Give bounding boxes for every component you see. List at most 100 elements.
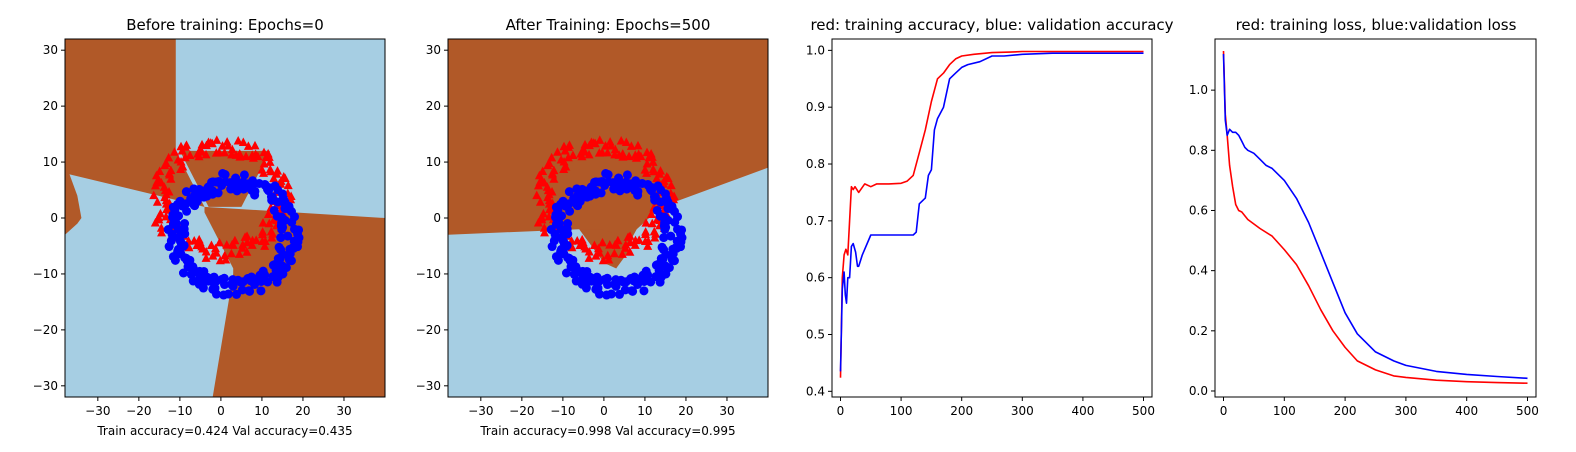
data-point-triangle <box>150 180 160 190</box>
y-tick-label: 0.6 <box>1189 203 1208 217</box>
data-point-circle <box>181 187 191 197</box>
x-tick-3: 500 <box>1132 397 1155 418</box>
y-tick-4: 1.0 <box>1189 83 1215 97</box>
series-line-training-loss <box>1222 50 1528 384</box>
y-tick-label: 0 <box>50 211 58 225</box>
data-point-circle <box>256 286 266 296</box>
x-tick-label: 10 <box>637 404 652 418</box>
data-point-triangle <box>157 227 167 237</box>
data-point-triangle <box>180 152 190 162</box>
data-point-circle <box>218 169 228 179</box>
data-point-triangle <box>238 240 248 249</box>
y-tick-label: −30 <box>33 379 58 393</box>
x-tick-2: −30 <box>468 397 493 418</box>
data-point-circle <box>199 192 209 202</box>
data-point-triangle <box>259 147 269 157</box>
data-point-triangle <box>532 190 542 200</box>
data-point-triangle <box>279 172 289 181</box>
axes-frame <box>1214 38 1537 398</box>
data-point-triangle <box>211 148 221 157</box>
x-tick-label: −10 <box>167 404 192 418</box>
y-tick-2: 20 <box>426 99 448 113</box>
y-tick-label: 0.7 <box>806 214 825 228</box>
data-point-triangle <box>176 164 186 174</box>
data-point-triangle <box>263 209 273 218</box>
data-point-circle <box>553 255 563 265</box>
data-point-triangle <box>584 253 594 262</box>
data-point-triangle <box>233 135 243 145</box>
data-point-triangle <box>589 240 599 249</box>
data-point-triangle <box>258 227 268 236</box>
data-point-circle <box>594 289 604 299</box>
data-point-circle <box>281 263 291 273</box>
data-point-triangle <box>646 209 656 218</box>
series-line-training-accuracy <box>839 50 1144 378</box>
data-point-triangle <box>616 135 626 145</box>
y-tick-label: 10 <box>43 155 58 169</box>
x-tick-label: 500 <box>1516 404 1539 418</box>
data-point-circle <box>283 231 293 241</box>
y-tick-3: 0.8 <box>806 157 832 171</box>
data-point-circle <box>178 268 188 278</box>
y-tick-2: 30 <box>426 43 448 57</box>
data-point-circle <box>565 206 575 216</box>
data-point-triangle <box>568 150 578 160</box>
data-point-triangle <box>226 248 236 258</box>
data-point-triangle <box>613 235 623 245</box>
data-point-circle <box>246 272 256 282</box>
plot-area-3 <box>832 39 1152 397</box>
x-tick-1: −30 <box>85 397 110 418</box>
x-tick-2: 30 <box>719 397 735 418</box>
x-tick-label: −30 <box>468 404 493 418</box>
data-point-triangle <box>258 218 268 227</box>
data-point-triangle <box>633 140 643 150</box>
data-point-triangle <box>150 217 160 227</box>
x-tick-1: 0 <box>217 397 225 418</box>
x-tick-label: −30 <box>85 404 110 418</box>
plot-2-title: After Training: Epochs=500 <box>506 16 711 34</box>
y-tick-label: 20 <box>43 99 58 113</box>
x-tick-label: 0 <box>1220 404 1228 418</box>
data-point-triangle <box>222 137 232 146</box>
data-point-triangle <box>643 236 653 246</box>
y-tick-label: 1.0 <box>806 43 825 57</box>
data-point-circle <box>223 289 233 299</box>
decision-region-b <box>65 173 82 235</box>
plot-3-title: red: training accuracy, blue: validation… <box>810 16 1173 34</box>
data-point-triangle <box>533 217 543 227</box>
data-point-triangle <box>549 174 559 183</box>
y-tick-label: 0.9 <box>806 100 825 114</box>
data-point-triangle <box>206 240 216 249</box>
data-point-triangle <box>597 237 607 247</box>
y-tick-4: 0.8 <box>1189 143 1215 157</box>
x-tick-3: 400 <box>1071 397 1094 418</box>
data-point-circle <box>182 206 192 216</box>
x-tick-2: −10 <box>550 397 576 418</box>
data-point-triangle <box>625 231 635 240</box>
data-point-triangle <box>610 149 620 159</box>
data-point-triangle <box>194 151 204 161</box>
data-point-triangle <box>160 160 170 170</box>
data-point-triangle <box>242 247 252 256</box>
x-tick-4: 400 <box>1455 397 1478 418</box>
plot-1-xlabel: Train accuracy=0.424 Val accuracy=0.435 <box>96 424 352 438</box>
data-point-triangle <box>242 231 252 240</box>
x-tick-label: 100 <box>890 404 913 418</box>
x-tick-label: 10 <box>254 404 269 418</box>
data-point-triangle <box>152 197 162 206</box>
x-tick-3: 200 <box>950 397 973 418</box>
x-tick-label: 400 <box>1071 404 1094 418</box>
y-tick-label: 0.0 <box>1189 384 1208 398</box>
data-point-triangle <box>266 226 276 236</box>
data-point-triangle <box>250 140 260 150</box>
y-tick-3: 0.6 <box>806 271 832 285</box>
y-tick-1: 10 <box>43 155 65 169</box>
data-point-triangle <box>166 174 176 183</box>
data-point-circle <box>664 263 674 273</box>
x-tick-3: 100 <box>890 397 913 418</box>
y-tick-2: 0 <box>433 211 448 225</box>
data-point-circle <box>657 242 667 252</box>
data-point-circle <box>673 224 683 234</box>
y-tick-label: 0 <box>433 211 441 225</box>
